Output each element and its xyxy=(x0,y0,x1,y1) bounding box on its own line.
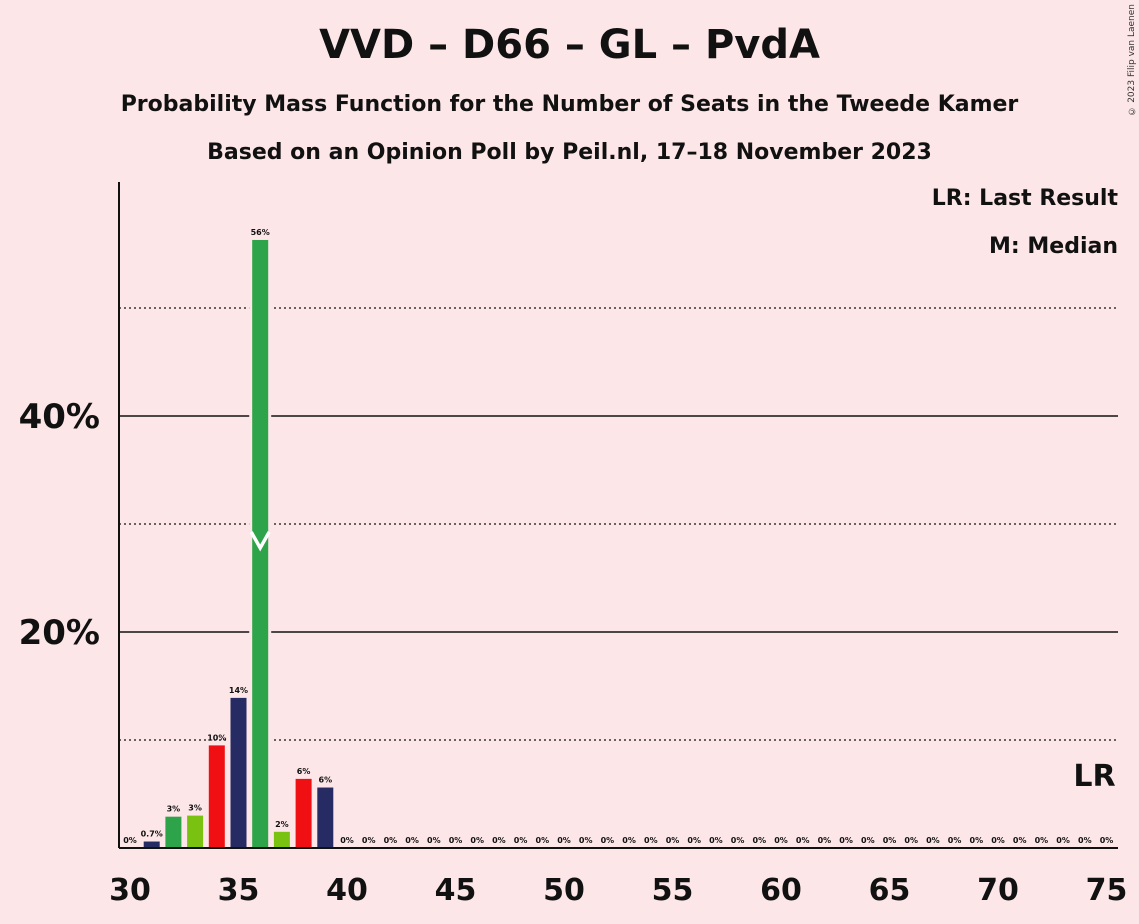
bar-seat-38 xyxy=(295,778,312,848)
bar-seat-31 xyxy=(143,841,160,848)
bar-label-seat-73: 0% xyxy=(1056,836,1070,845)
legend-median: M: Median xyxy=(989,234,1118,259)
bar-label-seat-63: 0% xyxy=(839,836,853,845)
bar-seat-37 xyxy=(273,831,290,848)
bar-label-seat-59: 0% xyxy=(753,836,767,845)
bar-label-seat-58: 0% xyxy=(731,836,745,845)
bar-label-seat-51: 0% xyxy=(579,836,593,845)
bar-label-seat-64: 0% xyxy=(861,836,875,845)
median-marker xyxy=(249,531,271,552)
bar-label-seat-75: 0% xyxy=(1100,836,1114,845)
x-tick-label: 45 xyxy=(435,873,477,908)
bar-label-seat-34: 10% xyxy=(207,733,226,742)
bar-label-seat-74: 0% xyxy=(1078,836,1092,845)
x-tick-label: 75 xyxy=(1086,873,1128,908)
x-tick-label: 35 xyxy=(218,873,260,908)
bar-label-seat-37: 2% xyxy=(275,820,289,829)
bar-label-seat-70: 0% xyxy=(991,836,1005,845)
bar-label-seat-66: 0% xyxy=(904,836,918,845)
bar-label-seat-33: 3% xyxy=(188,804,202,813)
x-tick-label: 40 xyxy=(326,873,368,908)
legend-last-result: LR: Last Result xyxy=(931,186,1118,211)
bar-seat-36 xyxy=(252,239,269,848)
bar-seat-34 xyxy=(208,745,225,848)
bar-label-seat-41: 0% xyxy=(362,836,376,845)
bar-label-seat-32: 3% xyxy=(167,805,181,814)
bar-label-seat-56: 0% xyxy=(687,836,701,845)
bar-label-seat-69: 0% xyxy=(970,836,984,845)
bar-label-seat-62: 0% xyxy=(818,836,832,845)
bar-label-seat-61: 0% xyxy=(796,836,810,845)
last-result-label: LR xyxy=(1073,759,1115,794)
bar-label-seat-48: 0% xyxy=(514,836,528,845)
bar-seat-33 xyxy=(187,815,204,848)
chart-subtitle: Probability Mass Function for the Number… xyxy=(120,92,1019,117)
bar-label-seat-42: 0% xyxy=(384,836,398,845)
bar-label-seat-40: 0% xyxy=(340,836,354,845)
bar-label-seat-35: 14% xyxy=(229,686,248,695)
y-tick-label: 20% xyxy=(19,613,100,653)
bar-label-seat-43: 0% xyxy=(405,836,419,845)
x-tick-label: 30 xyxy=(109,873,151,908)
bar-label-seat-47: 0% xyxy=(492,836,506,845)
chart-source: Based on an Opinion Poll by Peil.nl, 17–… xyxy=(207,140,932,165)
bar-label-seat-50: 0% xyxy=(557,836,571,845)
bar-label-seat-36: 56% xyxy=(251,228,270,237)
bar-label-seat-68: 0% xyxy=(948,836,962,845)
bar-label-seat-46: 0% xyxy=(470,836,484,845)
x-tick-label: 70 xyxy=(977,873,1019,908)
bar-label-seat-45: 0% xyxy=(449,836,463,845)
chart-title: VVD – D66 – GL – PvdA xyxy=(319,22,820,68)
bar-label-seat-38: 6% xyxy=(297,767,311,776)
bar-label-seat-52: 0% xyxy=(601,836,615,845)
bar-label-seat-55: 0% xyxy=(666,836,680,845)
bar-label-seat-72: 0% xyxy=(1035,836,1049,845)
bar-seat-35 xyxy=(230,697,247,848)
x-tick-label: 60 xyxy=(760,873,802,908)
bar-label-seat-67: 0% xyxy=(926,836,940,845)
bar-label-seat-39: 6% xyxy=(319,776,333,785)
bar-label-seat-54: 0% xyxy=(644,836,658,845)
x-tick-label: 50 xyxy=(543,873,585,908)
bar-label-seat-31: 0.7% xyxy=(141,830,163,839)
bar-label-seat-65: 0% xyxy=(883,836,897,845)
bar-label-seat-60: 0% xyxy=(774,836,788,845)
bar-label-seat-44: 0% xyxy=(427,836,441,845)
bar-label-seat-57: 0% xyxy=(709,836,723,845)
bar-seat-32 xyxy=(165,816,182,848)
x-tick-label: 55 xyxy=(652,873,694,908)
bar-seat-39 xyxy=(317,787,334,848)
y-tick-label: 40% xyxy=(19,397,100,437)
bar-label-seat-53: 0% xyxy=(622,836,636,845)
bar-label-seat-49: 0% xyxy=(536,836,550,845)
bar-label-seat-30: 0% xyxy=(123,836,137,845)
x-tick-label: 65 xyxy=(869,873,911,908)
bar-label-seat-71: 0% xyxy=(1013,836,1027,845)
